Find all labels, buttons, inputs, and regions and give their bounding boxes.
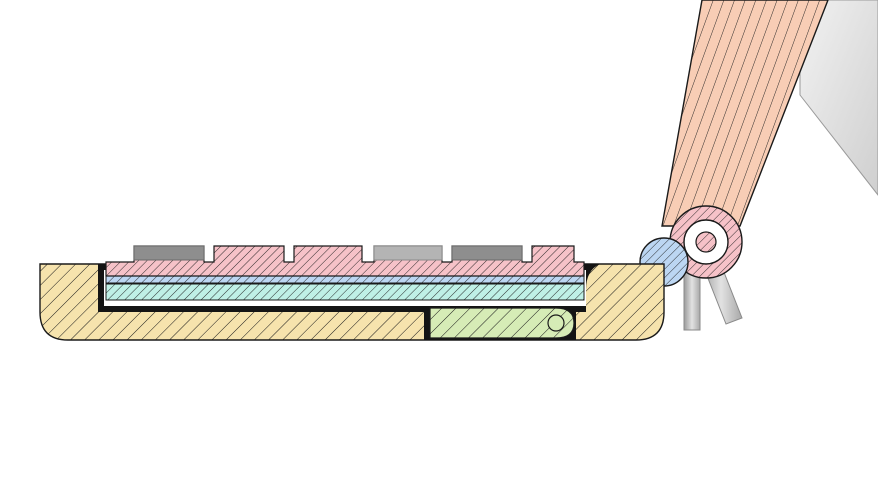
key-caps	[133, 245, 523, 261]
key-cap	[133, 245, 205, 261]
membrane-layer-blue	[105, 275, 585, 284]
screen-lid-arm	[661, 0, 829, 227]
latch-screw	[547, 314, 565, 332]
key-cap	[373, 245, 443, 261]
membrane-layer-cyan	[105, 283, 585, 301]
key-cap	[451, 245, 523, 261]
battery-latch	[424, 306, 576, 340]
